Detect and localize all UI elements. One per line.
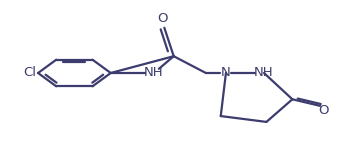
Text: O: O [318,104,329,117]
Text: NH: NH [254,66,274,80]
Text: NH: NH [144,66,164,80]
Text: N: N [221,66,231,80]
Text: O: O [157,12,168,25]
Text: Cl: Cl [23,66,36,80]
